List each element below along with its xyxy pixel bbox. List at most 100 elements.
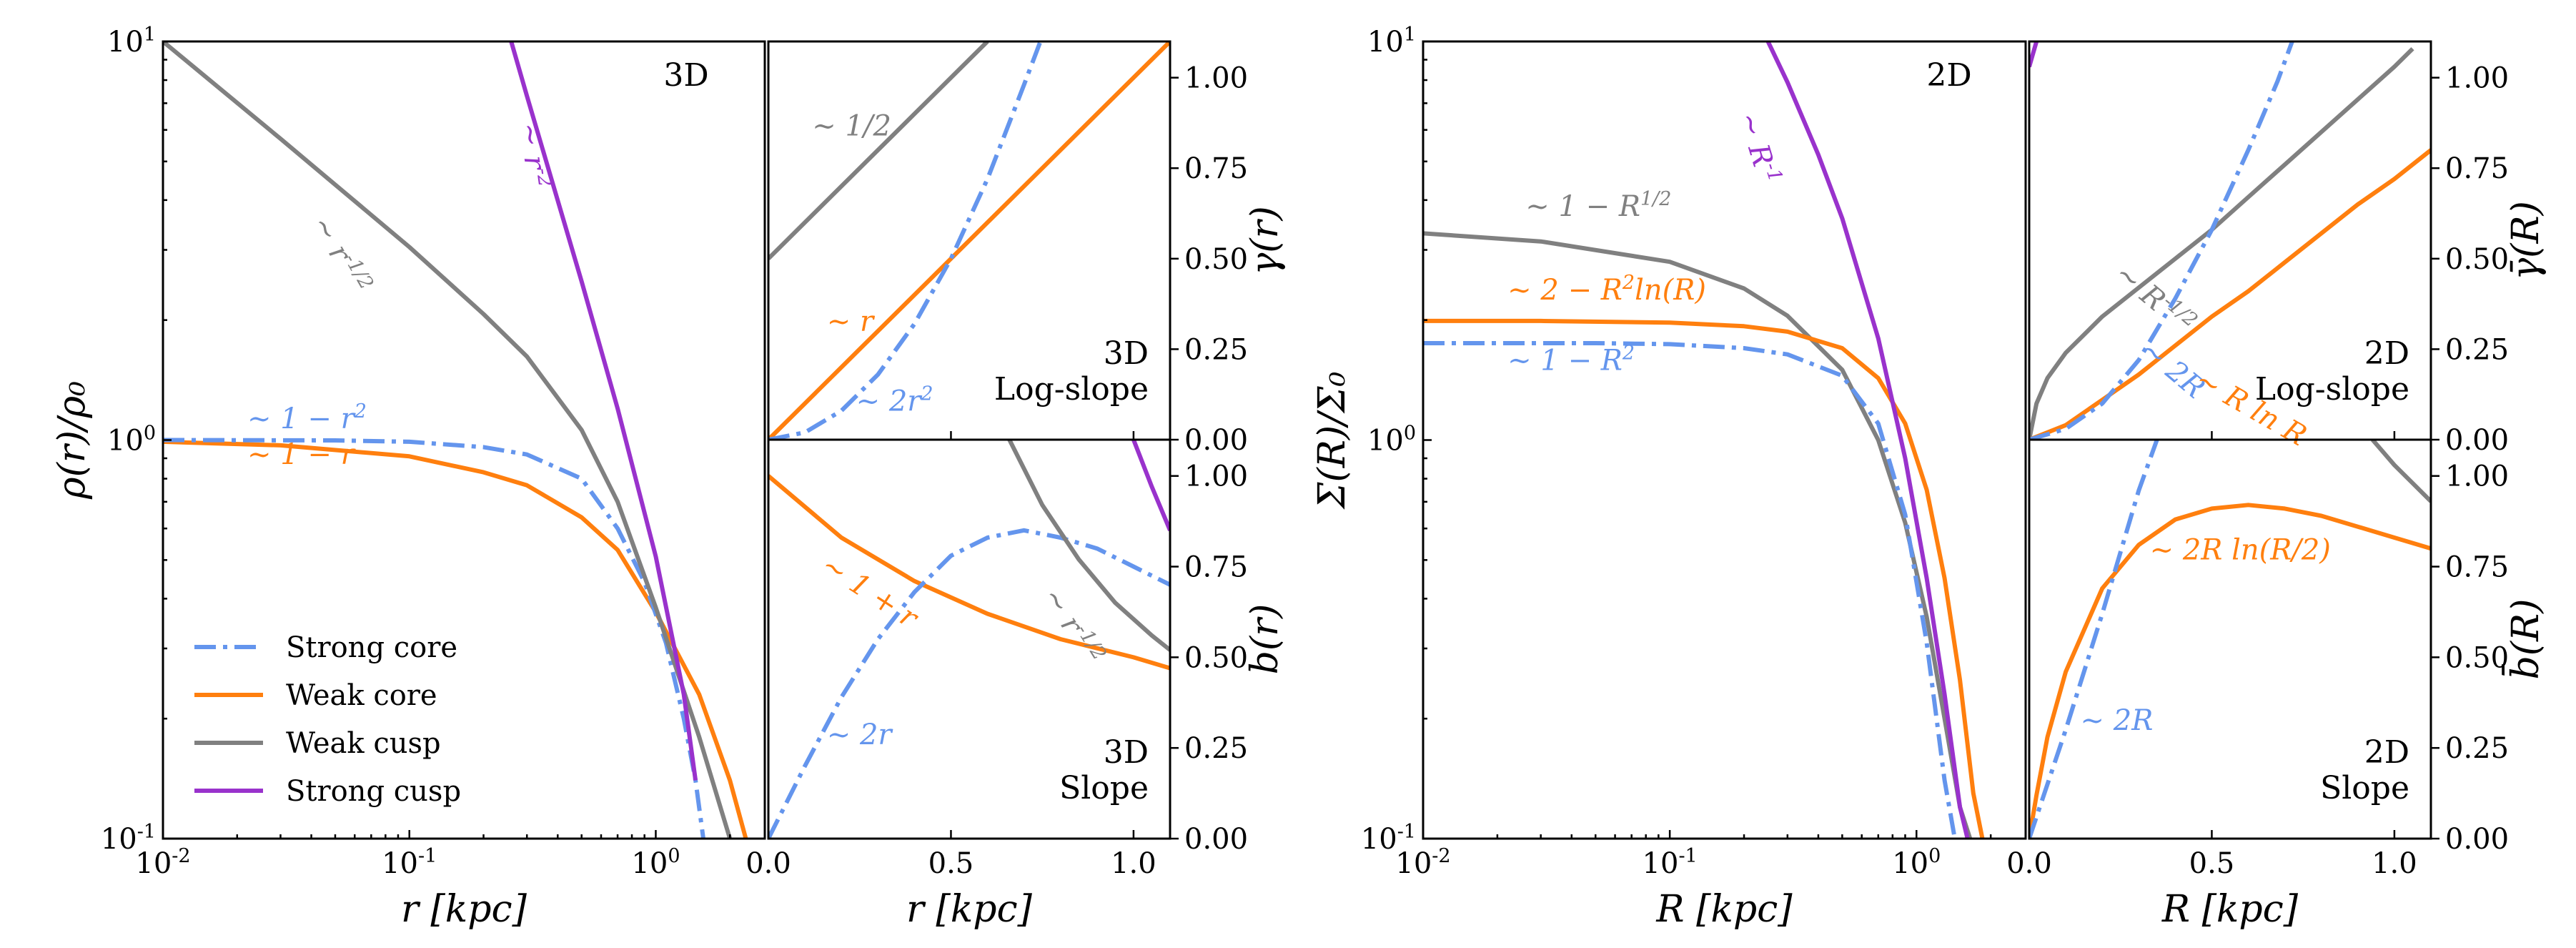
y-tick-label: 0.50 [2445, 641, 2509, 674]
x-axis-label: R [kpc] [1655, 888, 1793, 931]
series-line-strong_core [768, 41, 1043, 440]
x-axis-label: r [kpc] [401, 888, 527, 931]
y-tick-label: 0.75 [1184, 152, 1248, 185]
annotation-strong_core: ∼ 1 − R2 [1507, 342, 1635, 377]
series-line-strong_core [163, 438, 705, 839]
y-tick-label: 0.25 [2445, 333, 2509, 366]
panel-label: 2D [2364, 335, 2409, 372]
legend-label-weak_core: Weak core [286, 679, 437, 712]
legend: Strong core Weak core Weak cusp Strong cusp [194, 631, 461, 808]
x-axis-label: R [kpc] [2161, 888, 2299, 931]
annotation-strong_core: ∼ 2r [827, 719, 894, 751]
panel-p2d_b: 0.0 0.5 1.0 0.00 0.25 0.50 0.75 1.00 R [kpc] b̄(R… [2006, 438, 2547, 931]
y-tick-label: 1.00 [2445, 62, 2509, 95]
y-tick-label: 0.00 [2445, 823, 2509, 856]
panel-label: Log-slope [994, 371, 1149, 408]
series-group [1423, 41, 1985, 839]
y-tick-label: 0.50 [2445, 243, 2509, 276]
annotation-weak_core: ∼ 2R ln(R/2) [2150, 533, 2331, 566]
y-tick-label: 0.75 [2445, 152, 2509, 185]
series-line-weak_cusp [1423, 231, 1973, 839]
x-tick-label: 100 [1892, 845, 1941, 881]
series-line-strong_core [768, 528, 1170, 839]
series-line-weak_cusp [2029, 46, 2414, 440]
y-tick-label: 10-1 [101, 821, 156, 856]
annotation-strong_core: ∼ 2r2 [856, 382, 933, 418]
panel-label: 3D [1104, 335, 1149, 372]
y-tick-label: 101 [107, 24, 156, 59]
x-tick-label: 10-1 [1643, 845, 1698, 881]
series-line-weak_core [1423, 318, 1985, 839]
annotation-weak_cusp: ∼ 1/2 [812, 110, 891, 143]
y-tick-label: 101 [1367, 24, 1416, 59]
annotation-strong_core: ∼ 2R [2081, 704, 2154, 737]
y-tick-label: 0.75 [2445, 551, 2509, 584]
y-axis-label: γ̄(R) [2505, 201, 2547, 280]
annotation-strong_core: ∼ 1 − r2 [247, 400, 367, 436]
y-tick-label: 0.00 [2445, 424, 2509, 457]
y-tick-label: 0.50 [1184, 243, 1248, 276]
legend-label-weak_cusp: Weak cusp [286, 727, 441, 760]
y-tick-label: 1.00 [1184, 460, 1248, 493]
series-group [163, 41, 748, 839]
y-tick-label: 10-1 [1361, 821, 1416, 856]
y-tick-label: 0.00 [1184, 823, 1248, 856]
y-axis-label: γ(r) [1244, 206, 1287, 275]
y-tick-label: 100 [1367, 422, 1416, 458]
x-tick-label: 0.0 [2006, 847, 2052, 880]
series-line-strong_core [2029, 41, 2294, 440]
legend-label-strong_core: Strong core [286, 631, 457, 664]
panel-label: 3D [1104, 734, 1149, 771]
series-line-weak_cusp [2371, 440, 2431, 503]
y-tick-label: 1.00 [2445, 460, 2509, 493]
series-line-strong_cusp [1765, 41, 1970, 839]
legend-label-strong_cusp: Strong cusp [286, 775, 461, 808]
y-axis-label: b(r) [1244, 604, 1287, 675]
y-tick-label: 0.75 [1184, 551, 1248, 584]
x-tick-label: 10-2 [1395, 845, 1450, 881]
x-tick-label: 10-2 [135, 845, 190, 881]
annotation-weak_cusp: ∼ 1 − R1/2 [1525, 188, 1671, 224]
panel-label: 2D [1926, 57, 1971, 94]
series-group [2029, 440, 2431, 839]
series-group [2029, 41, 2431, 440]
annotation-weak_core: ∼ r [827, 305, 876, 338]
series-line-strong_cusp [509, 41, 698, 781]
y-tick-label: 0.25 [2445, 732, 2509, 765]
y-tick-label: 0.00 [1184, 424, 1248, 457]
x-axis-label: r [kpc] [906, 888, 1033, 931]
series-group [768, 440, 1170, 839]
series-group [768, 41, 1170, 440]
y-tick-label: 0.50 [1184, 641, 1248, 674]
axes-frame [767, 438, 1171, 840]
axes-frame [2028, 438, 2432, 840]
annotation-weak_core: ∼ 1 − r [247, 438, 357, 471]
series-line-weak_cusp [1007, 440, 1170, 652]
y-axis-label: b̄(R) [2502, 598, 2547, 679]
series-line-weak_core [2029, 503, 2431, 839]
x-tick-label: 10-1 [382, 845, 437, 881]
series-line-weak_core [768, 474, 1170, 671]
panel-label: 3D [663, 57, 708, 94]
series-line-weak_core [2029, 148, 2431, 440]
series-line-strong_cusp [1131, 440, 1170, 531]
panel-label: 2D [2364, 734, 2409, 771]
x-tick-label: 1.0 [2372, 847, 2417, 880]
annotation-weak_core: ∼ 2 − R2ln(R) [1507, 272, 1706, 307]
series-line-strong_cusp [2029, 41, 2039, 68]
x-tick-label: 0.5 [928, 847, 974, 880]
x-tick-label: 100 [631, 845, 680, 881]
annotation-strong_cusp: ∼ r-2 [512, 120, 557, 190]
y-axis-label: ρ(r)/ρ₀ [51, 381, 94, 500]
y-tick-label: 100 [107, 422, 156, 458]
y-tick-label: 0.25 [1184, 732, 1248, 765]
panel-label: Slope [2320, 770, 2409, 806]
panel-label: Log-slope [2255, 371, 2409, 408]
series-line-weak_core [163, 439, 748, 839]
